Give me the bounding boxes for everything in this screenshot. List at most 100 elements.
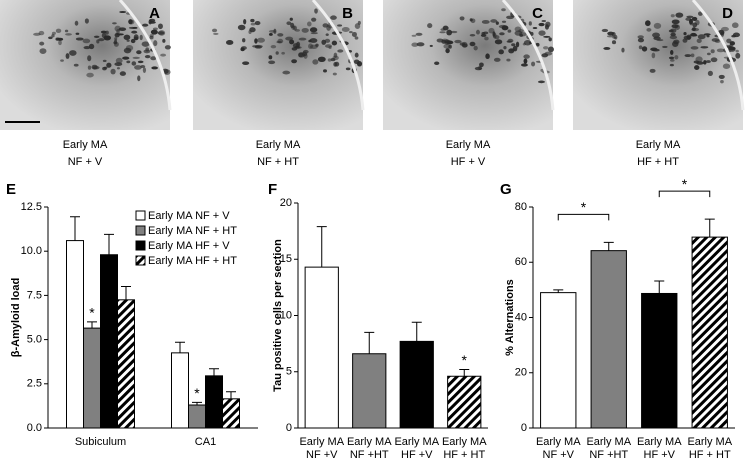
x-tick-label: HF +V [401,449,433,459]
cell [540,68,544,72]
error-bar [226,391,236,399]
bar [352,353,387,429]
significance-bracket [557,213,610,221]
x-tick-label: HF + HT [443,449,485,459]
y-axis-label: Tau positive cells per section [272,239,284,392]
cell [651,52,656,59]
cell [268,60,276,65]
cell [298,37,307,41]
cell [133,36,139,41]
cell [416,42,425,47]
cell [653,22,662,29]
chart: Eβ-Amyloid load 0.0 2.5 5.0 7.5 10.0 12.5 Subic… [6,181,258,448]
cell [122,56,130,60]
cell [710,57,718,63]
cell [268,55,273,60]
cell [277,38,284,44]
cell [499,32,505,36]
cell [606,35,615,38]
cell [277,33,284,37]
cell [243,18,247,25]
cell [254,38,258,44]
image-caption: NF + HT [257,156,299,168]
cell [495,21,499,25]
error-bar [654,280,665,294]
cell [240,47,245,52]
significance-bracket [658,190,711,198]
cell [501,8,506,12]
micrograph: A Early MA NF + V [0,0,172,168]
cell [547,46,554,53]
cell [123,47,132,54]
image-caption: Early MA [256,139,301,151]
cell [103,66,108,69]
cell [242,61,250,65]
cell [645,20,651,27]
cell [729,44,733,48]
cell [445,48,450,54]
cell [674,55,679,60]
y-axis-label: % Alternations [504,279,516,356]
cell [434,61,440,66]
error-bar [316,226,327,268]
cell [484,36,489,41]
cell [692,27,696,31]
cell [126,39,130,42]
cell [669,35,678,40]
cell [149,34,154,38]
cell [75,32,80,35]
cell [686,15,694,19]
cell [268,32,273,36]
cell [637,35,644,39]
x-tick-label: Early MA [394,436,439,448]
cell [722,63,731,69]
cell [537,80,545,84]
cell [160,53,167,57]
cell [506,58,511,62]
cell [113,41,117,45]
cell [646,28,652,32]
y-tick-label: 10 [280,309,292,321]
cell [312,59,319,65]
cell [162,38,166,43]
legend-label: Early MA HF + HT [148,255,237,267]
error-bar [209,368,219,376]
cell [354,23,361,29]
cell [670,14,675,18]
cell [351,31,357,37]
cell [58,40,62,46]
cell [508,48,515,54]
cell [116,67,120,70]
y-tick-label: 7.5 [27,289,42,301]
cell [75,37,84,41]
cell [469,41,476,47]
cell [106,62,112,68]
legend-label: Early MA NF + V [148,210,230,222]
image-caption: NF + V [68,156,103,168]
cell [84,18,89,24]
cell [48,36,53,40]
cell [532,27,538,30]
x-tick-label: Early MA [637,436,682,448]
cell [354,36,359,40]
cell [134,65,142,70]
cell [213,32,219,35]
y-tick-label: 12.5 [21,201,42,213]
cell [692,22,698,28]
cell [429,44,433,48]
cell [132,56,141,59]
panel-label: G [500,181,512,198]
cell [311,17,317,22]
cell [237,24,246,31]
cell [652,32,660,38]
cell [250,22,256,26]
cell [501,20,507,23]
cell [696,38,702,44]
bar [399,340,434,429]
cell [612,36,617,39]
cell [324,38,331,43]
cell [440,28,446,31]
error-bar [192,401,202,406]
